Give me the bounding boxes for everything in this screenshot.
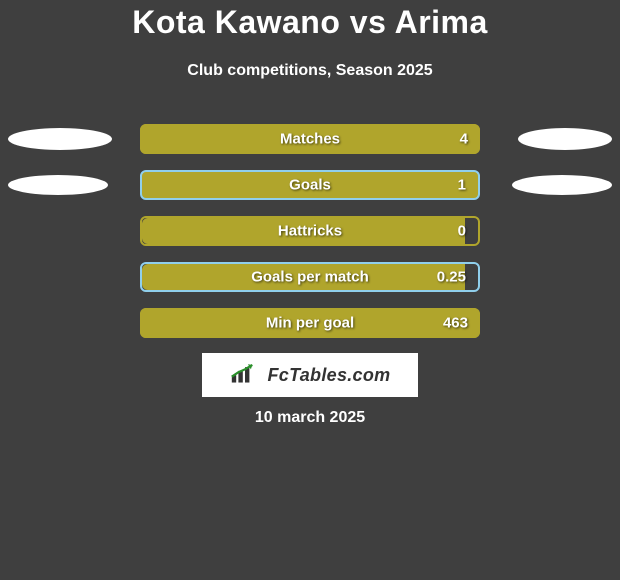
stat-value: 0.25 [437, 269, 466, 286]
decorative-ellipse-right [512, 175, 612, 195]
stat-bar: Goals per match 0.25 [140, 262, 480, 292]
source-badge-text: FcTables.com [268, 365, 391, 386]
decorative-ellipse-right [518, 128, 612, 150]
stat-label: Goals [289, 177, 331, 194]
decorative-ellipse-left [8, 175, 108, 195]
stat-value: 4 [460, 131, 468, 148]
bar-chart-trend-icon [230, 362, 260, 389]
snapshot-date: 10 march 2025 [0, 409, 620, 427]
stat-value: 1 [458, 177, 466, 194]
stat-row: Matches 4 [0, 124, 620, 154]
page-subtitle: Club competitions, Season 2025 [0, 62, 620, 80]
stat-bar: Matches 4 [140, 124, 480, 154]
stat-bar: Min per goal 463 [140, 308, 480, 338]
stats-rows: Matches 4 Goals 1 Hattricks 0 Goals per match 0… [0, 124, 620, 354]
stat-label: Min per goal [266, 315, 354, 332]
stat-row: Goals 1 [0, 170, 620, 200]
stat-label: Hattricks [278, 223, 342, 240]
page-title: Kota Kawano vs Arima [0, 4, 620, 41]
comparison-card: Kota Kawano vs Arima Club competitions, … [0, 0, 620, 580]
decorative-ellipse-left [8, 128, 112, 150]
source-badge: FcTables.com [202, 353, 418, 397]
stat-value: 463 [443, 315, 468, 332]
stat-value: 0 [458, 223, 466, 240]
stat-row: Hattricks 0 [0, 216, 620, 246]
stat-row: Goals per match 0.25 [0, 262, 620, 292]
stat-bar: Goals 1 [140, 170, 480, 200]
stat-bar: Hattricks 0 [140, 216, 480, 246]
stat-label: Matches [280, 131, 340, 148]
stat-row: Min per goal 463 [0, 308, 620, 338]
stat-label: Goals per match [251, 269, 369, 286]
